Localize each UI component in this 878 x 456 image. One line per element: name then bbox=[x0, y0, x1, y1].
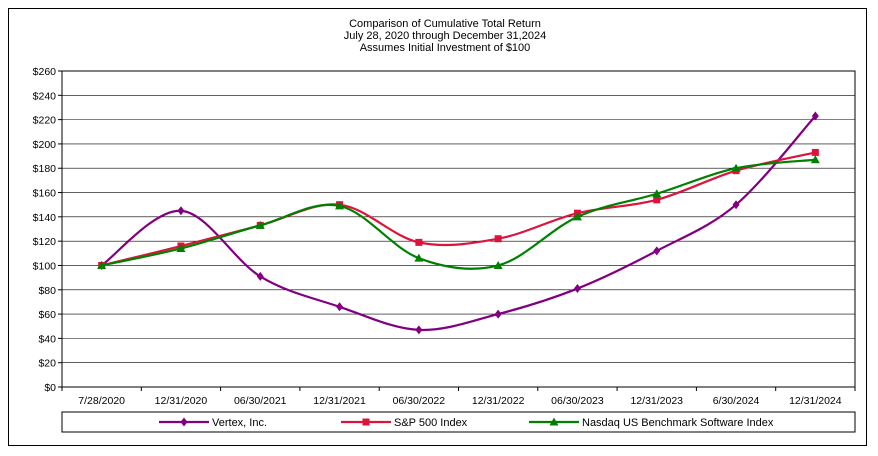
y-tick-label: $140 bbox=[33, 212, 57, 224]
y-tick-label: $220 bbox=[33, 115, 57, 127]
plot-border bbox=[61, 70, 856, 388]
y-tick-label: $200 bbox=[33, 139, 57, 151]
data-point bbox=[255, 220, 265, 229]
x-tick-label: 06/30/2022 bbox=[393, 395, 446, 407]
legend: Vertex, Inc. S&P 500 Index Nasdaq US Bench… bbox=[61, 411, 856, 433]
data-point bbox=[415, 325, 423, 335]
y-tick-label: $260 bbox=[33, 66, 57, 78]
legend-label: Vertex, Inc. bbox=[212, 417, 267, 429]
data-point bbox=[335, 201, 345, 210]
chart-title: Comparison of Cumulative Total Return bbox=[349, 18, 541, 30]
chart-subtitle-2: Assumes Initial Investment of $100 bbox=[360, 42, 531, 54]
series-line-2 bbox=[101, 158, 816, 270]
data-point bbox=[811, 148, 819, 156]
x-tick-label: 12/31/2022 bbox=[472, 395, 525, 407]
data-point bbox=[494, 309, 502, 319]
data-point bbox=[414, 253, 424, 262]
y-tick-label: $180 bbox=[33, 163, 57, 175]
data-point bbox=[653, 246, 661, 256]
x-tick-label: 06/30/2021 bbox=[234, 395, 287, 407]
y-tick-label: $120 bbox=[33, 236, 57, 248]
legend-marker bbox=[180, 417, 188, 427]
data-point bbox=[731, 163, 741, 172]
data-point bbox=[336, 302, 344, 312]
x-tick-label: 6/30/2024 bbox=[713, 395, 760, 407]
data-point bbox=[256, 271, 264, 281]
data-point bbox=[732, 200, 740, 210]
data-point bbox=[177, 206, 185, 216]
legend-box bbox=[61, 411, 856, 433]
data-point bbox=[573, 284, 581, 294]
legend-marker bbox=[362, 418, 370, 426]
legend-label: Nasdaq US Benchmark Software Index bbox=[582, 417, 774, 429]
x-tick-label: 06/30/2023 bbox=[551, 395, 604, 407]
y-tick-label: $240 bbox=[33, 90, 57, 102]
y-tick-label: $80 bbox=[38, 285, 56, 297]
x-tick-label: 12/31/2023 bbox=[630, 395, 683, 407]
series-line-0 bbox=[101, 115, 817, 332]
data-point bbox=[810, 155, 820, 164]
data-point bbox=[652, 189, 662, 198]
chart-frame: Comparison of Cumulative Total Return Ju… bbox=[8, 8, 867, 446]
y-tick-label: $100 bbox=[33, 260, 57, 272]
x-tick-label: 12/31/2021 bbox=[313, 395, 366, 407]
data-point bbox=[493, 260, 503, 269]
chart-svg: Comparison of Cumulative Total Return Ju… bbox=[33, 18, 856, 433]
legend-marker bbox=[549, 417, 559, 426]
chart-subtitle: July 28, 2020 through December 31,2024 bbox=[344, 30, 546, 42]
y-tick-label: $0 bbox=[44, 382, 56, 394]
data-point bbox=[97, 260, 107, 269]
data-point bbox=[811, 111, 819, 121]
series-line-1 bbox=[101, 151, 816, 267]
x-tick-label: 12/31/2024 bbox=[789, 395, 842, 407]
y-tick-label: $160 bbox=[33, 188, 57, 200]
legend-label: S&P 500 Index bbox=[394, 417, 468, 429]
x-tick-label: 12/31/2020 bbox=[155, 395, 208, 407]
y-tick-label: $40 bbox=[38, 333, 56, 345]
data-point bbox=[494, 235, 502, 243]
plot-area: $0 $20 $40 $60 $80 $100 $120 $140 $160 $180 $200 $2… bbox=[33, 66, 856, 407]
y-tick-label: $60 bbox=[38, 309, 56, 321]
data-point bbox=[653, 196, 661, 204]
data-point bbox=[415, 238, 423, 246]
x-tick-label: 7/28/2020 bbox=[78, 395, 125, 407]
data-point bbox=[572, 212, 582, 221]
data-point bbox=[176, 243, 186, 252]
y-tick-label: $20 bbox=[38, 358, 56, 370]
